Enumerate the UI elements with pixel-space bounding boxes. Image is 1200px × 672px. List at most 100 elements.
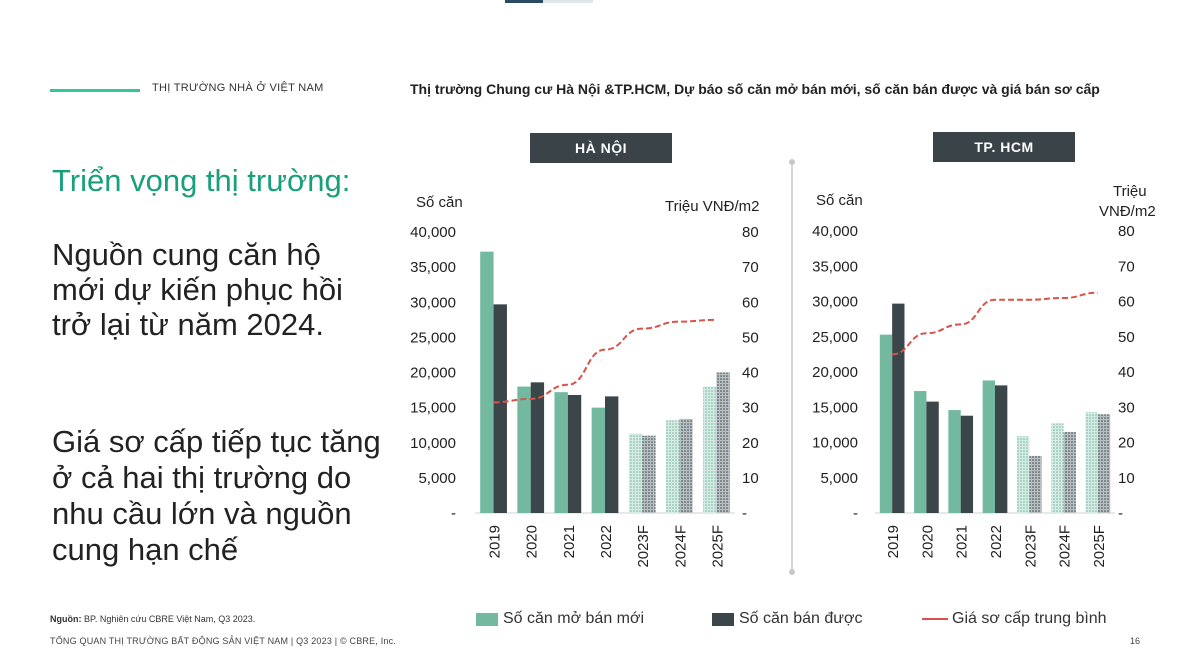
hcm-y2-tick: 70 bbox=[1118, 258, 1135, 275]
hcm-bar-sold bbox=[1063, 431, 1076, 513]
hcm-y2-tick: 60 bbox=[1118, 294, 1135, 311]
hcm-price-line bbox=[892, 291, 1098, 356]
hcm-bar-new-supply bbox=[879, 334, 893, 513]
hanoi-bar-new-supply bbox=[665, 420, 680, 513]
heading-sub: Giá sơ cấp tiếp tục tăng ở cả hai thị tr… bbox=[52, 424, 381, 567]
hcm-bar-sold bbox=[995, 385, 1008, 513]
hcm-bar-sold bbox=[1029, 455, 1042, 513]
legend-label-price: Giá sơ cấp trung bình bbox=[952, 610, 1107, 627]
hanoi-y-axis-title: Số căn bbox=[416, 194, 463, 211]
legend-swatch-sold bbox=[712, 612, 734, 626]
source-label: Nguồn: bbox=[50, 614, 82, 624]
hcm-y-tick: 40,000 bbox=[812, 223, 858, 240]
hcm-y2-axis-title: VNĐ/m2 bbox=[1099, 203, 1156, 220]
hcm-y2-tick: 20 bbox=[1118, 435, 1135, 452]
hanoi-bar-sold bbox=[605, 396, 619, 513]
hanoi-y-tick: 35,000 bbox=[410, 259, 456, 276]
hcm-x-tick: 2021 bbox=[954, 525, 971, 558]
hcm-y2-tick: 30 bbox=[1118, 399, 1135, 416]
chart-separator bbox=[789, 159, 795, 575]
hcm-y-tick: 10,000 bbox=[812, 435, 858, 452]
hanoi-y2-tick: 30 bbox=[742, 400, 759, 417]
hanoi-bar-sold bbox=[642, 435, 656, 513]
hcm-x-tick: 2022 bbox=[988, 525, 1005, 558]
hcm-y2-tick: 80 bbox=[1118, 223, 1135, 240]
hanoi-x-tick: 2021 bbox=[561, 525, 578, 558]
top-accent-bar-light bbox=[543, 0, 593, 3]
hcm-y2-tick: - bbox=[1118, 505, 1123, 522]
hanoi-bar-sold bbox=[716, 372, 730, 513]
hanoi-x-tick: 2019 bbox=[487, 525, 504, 558]
hanoi-price-line bbox=[493, 318, 717, 404]
hanoi-y2-tick: 10 bbox=[742, 470, 759, 487]
hanoi-y2-axis-title: Triệu VNĐ/m2 bbox=[665, 198, 759, 215]
hanoi-x-tick: 2020 bbox=[524, 525, 541, 558]
hanoi-y2-tick: 40 bbox=[742, 365, 759, 382]
hcm-x-tick: 2023F bbox=[1022, 525, 1039, 568]
hanoi-y-tick: 5,000 bbox=[418, 470, 456, 487]
hanoi-x-tick: 2023F bbox=[635, 525, 652, 568]
hcm-y-tick: 35,000 bbox=[812, 258, 858, 275]
section-divider bbox=[50, 89, 140, 92]
hcm-y-tick: 25,000 bbox=[812, 329, 858, 346]
hanoi-bar-sold bbox=[493, 304, 507, 513]
legend-swatch-price bbox=[922, 618, 948, 620]
hcm-x-tick: 2025F bbox=[1091, 525, 1108, 568]
section-label: THỊ TRƯỜNG NHÀ Ở VIỆT NAM bbox=[152, 82, 324, 94]
hanoi-x-tick: 2022 bbox=[598, 525, 615, 558]
legend-label-new-supply: Số căn mở bán mới bbox=[503, 610, 645, 627]
heading-accent: Triển vọng thị trường: bbox=[52, 163, 351, 198]
hcm-x-tick: 2019 bbox=[885, 525, 902, 558]
hanoi-bar-new-supply bbox=[703, 386, 717, 513]
hcm-y-tick: 15,000 bbox=[812, 399, 858, 416]
hanoi-y2-tick: 70 bbox=[742, 259, 759, 276]
legend-sold: Số căn bán được bbox=[712, 610, 863, 628]
page-number: 16 bbox=[1130, 636, 1141, 646]
hcm-bar-new-supply bbox=[1085, 412, 1098, 513]
hcm-x-tick: 2024F bbox=[1057, 525, 1074, 568]
hanoi-x-tick: 2025F bbox=[709, 525, 726, 568]
hanoi-y-tick: 25,000 bbox=[410, 329, 456, 346]
source-text: BP. Nghiên cứu CBRE Việt Nam, Q3 2023. bbox=[81, 614, 256, 624]
legend-price: Giá sơ cấp trung bình bbox=[922, 610, 1107, 628]
hanoi-bar-new-supply bbox=[628, 433, 643, 513]
hanoi-y2-tick: 20 bbox=[742, 435, 759, 452]
hanoi-bar-new-supply bbox=[591, 407, 605, 513]
hcm-y-tick: 20,000 bbox=[812, 364, 858, 381]
hanoi-y2-tick: 50 bbox=[742, 329, 759, 346]
hanoi-bar-sold bbox=[679, 418, 693, 513]
hcm-chart: - 5,000 10,000 15,000 20,000 25,000 30,000 35,0… bbox=[812, 183, 1156, 568]
hcm-bar-new-supply bbox=[948, 410, 961, 513]
hanoi-y-tick: - bbox=[451, 505, 456, 522]
hcm-bar-new-supply bbox=[1051, 423, 1064, 513]
legend-label-sold: Số căn bán được bbox=[739, 610, 863, 627]
hanoi-bar-new-supply bbox=[517, 386, 531, 513]
hanoi-y2-tick: 60 bbox=[742, 294, 759, 311]
legend-new-supply: Số căn mở bán mới bbox=[476, 610, 644, 628]
top-accent-bar bbox=[505, 0, 543, 3]
legend-swatch-new-supply bbox=[476, 612, 498, 626]
hanoi-y-tick: 20,000 bbox=[410, 365, 456, 382]
hcm-y-tick: - bbox=[853, 505, 858, 522]
hanoi-bar-sold bbox=[567, 394, 582, 513]
hcm-y2-tick: 50 bbox=[1118, 329, 1135, 346]
hanoi-y-tick: 40,000 bbox=[410, 224, 456, 241]
hanoi-y-tick: 15,000 bbox=[410, 400, 456, 417]
chart-title: Thị trường Chung cư Hà Nội &TP.HCM, Dự b… bbox=[410, 81, 1100, 97]
hcm-y-axis-title: Số căn bbox=[816, 192, 863, 209]
hanoi-chart: - 5,000 10,000 15,000 20,000 25,000 30,000 35,0… bbox=[410, 194, 759, 568]
hanoi-tag: HÀ NỘI bbox=[530, 133, 672, 163]
hanoi-y2-tick: 80 bbox=[742, 224, 759, 241]
hcm-y-tick: 30,000 bbox=[812, 294, 858, 311]
hcm-bar-sold bbox=[1097, 414, 1111, 513]
hanoi-y2-tick: - bbox=[742, 505, 747, 522]
hcm-y2-tick: 10 bbox=[1118, 470, 1135, 487]
hanoi-y-tick: 10,000 bbox=[410, 435, 456, 452]
hcm-bar-new-supply bbox=[982, 380, 995, 513]
hcm-y2-tick: 40 bbox=[1118, 364, 1135, 381]
hcm-bar-new-supply bbox=[1016, 436, 1030, 513]
hanoi-bar-sold bbox=[530, 382, 545, 513]
footer-text: TỔNG QUAN THỊ TRƯỜNG BẤT ĐỘNG SẢN VIỆT N… bbox=[50, 636, 397, 646]
hcm-x-tick: 2020 bbox=[919, 525, 936, 558]
hcm-bar-sold bbox=[960, 415, 974, 513]
